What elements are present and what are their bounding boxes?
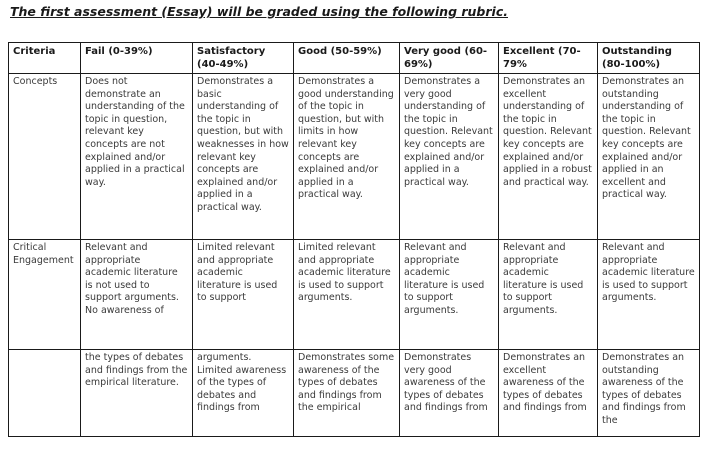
rubric-cell: Demonstrates very good awareness of the … [399,349,499,437]
rubric-cell: arguments. Limited awareness of the type… [192,349,294,437]
rubric-cell: Demonstrates some awareness of the types… [293,349,400,437]
rubric-cell: Limited relevant and appropriate academi… [192,239,294,350]
rubric-cell: Demonstrates an outstanding awareness of… [597,349,700,437]
table-row-concepts: Concepts Does not demonstrate an underst… [8,73,700,240]
criteria-cell [8,349,81,437]
header-cell-outstanding: Outstanding (80-100%) [597,42,700,74]
rubric-cell: Demonstrates a good understanding of the… [293,73,400,240]
rubric-table: Criteria Fail (0-39%) Satisfactory (40-4… [8,42,700,437]
table-row-continuation: the types of debates and findings from t… [8,349,700,437]
rubric-cell: Demonstrates an outstanding understandin… [597,73,700,240]
rubric-cell: the types of debates and findings from t… [80,349,193,437]
rubric-cell: Relevant and appropriate academic litera… [399,239,499,350]
rubric-cell: Demonstrates a very good understanding o… [399,73,499,240]
criteria-cell: Concepts [8,73,81,240]
header-cell-satisfactory: Satisfactory (40-49%) [192,42,294,74]
rubric-cell: Demonstrates an excellent awareness of t… [498,349,598,437]
rubric-cell: Demonstrates an excellent understanding … [498,73,598,240]
rubric-cell: Relevant and appropriate academic litera… [498,239,598,350]
rubric-cell: Limited relevant and appropriate academi… [293,239,400,350]
header-cell-criteria: Criteria [8,42,81,74]
header-cell-good: Good (50-59%) [293,42,400,74]
rubric-cell: Relevant and appropriate academic litera… [80,239,193,350]
rubric-cell: Does not demonstrate an understanding of… [80,73,193,240]
table-header-row: Criteria Fail (0-39%) Satisfactory (40-4… [8,42,700,74]
header-cell-very-good: Very good (60-69%) [399,42,499,74]
header-cell-excellent: Excellent (70-79% [498,42,598,74]
criteria-cell: Critical Engagement [8,239,81,350]
header-cell-fail: Fail (0-39%) [80,42,193,74]
rubric-cell: Demonstrates a basic understanding of th… [192,73,294,240]
document-title: The first assessment (Essay) will be gra… [10,4,508,19]
rubric-cell: Relevant and appropriate academic litera… [597,239,700,350]
table-row-critical-engagement: Critical Engagement Relevant and appropr… [8,239,700,350]
